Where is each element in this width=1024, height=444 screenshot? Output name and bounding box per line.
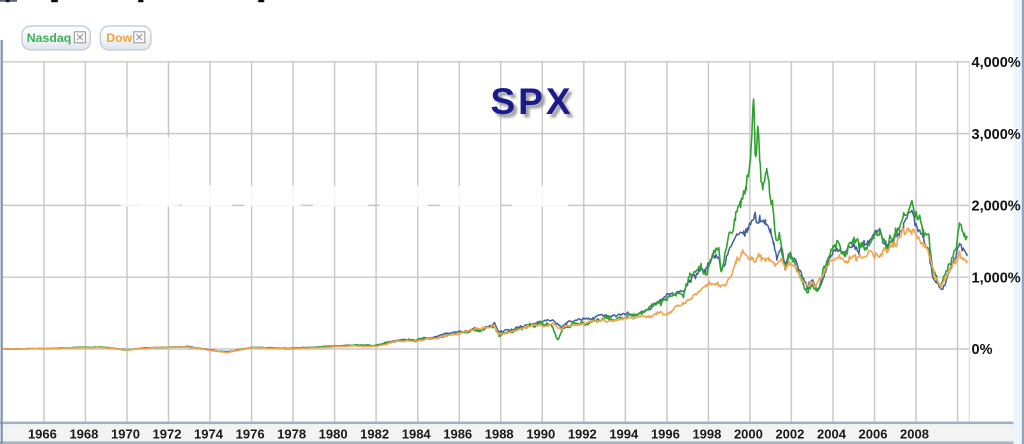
svg-text:3,000%: 3,000% — [972, 127, 1021, 143]
svg-text:2008: 2008 — [900, 427, 929, 442]
svg-text:1994: 1994 — [609, 427, 639, 442]
svg-text:1984: 1984 — [402, 427, 432, 442]
svg-text:1978: 1978 — [277, 427, 306, 442]
svg-text:1986: 1986 — [443, 427, 472, 442]
svg-text:1968: 1968 — [69, 427, 98, 442]
svg-text:1992: 1992 — [568, 427, 597, 442]
svg-text:2002: 2002 — [775, 427, 804, 442]
svg-text:2,000%: 2,000% — [972, 199, 1021, 215]
svg-text:1966: 1966 — [28, 427, 57, 442]
svg-text:2000: 2000 — [734, 427, 763, 442]
svg-text:Nasdaq: Nasdaq — [27, 31, 71, 45]
svg-text:1972: 1972 — [153, 427, 182, 442]
svg-text:SPX: SPX — [490, 81, 573, 122]
svg-text:1,000%: 1,000% — [972, 270, 1021, 286]
svg-text:1970: 1970 — [111, 427, 140, 442]
svg-text:1998: 1998 — [692, 427, 721, 442]
svg-text:2004: 2004 — [817, 427, 847, 442]
svg-text:0%: 0% — [972, 342, 993, 358]
svg-text:4,000%: 4,000% — [972, 55, 1021, 71]
svg-text:1980: 1980 — [319, 427, 348, 442]
svg-text:SPX: SPX — [494, 85, 577, 126]
svg-text:1982: 1982 — [360, 427, 389, 442]
svg-text:1988: 1988 — [485, 427, 514, 442]
svg-text:1976: 1976 — [236, 427, 265, 442]
svg-text:1990: 1990 — [526, 427, 555, 442]
svg-text:1974: 1974 — [194, 427, 224, 442]
svg-text:1996: 1996 — [651, 427, 680, 442]
svg-text:Dow: Dow — [106, 31, 132, 45]
svg-text:2006: 2006 — [859, 427, 888, 442]
